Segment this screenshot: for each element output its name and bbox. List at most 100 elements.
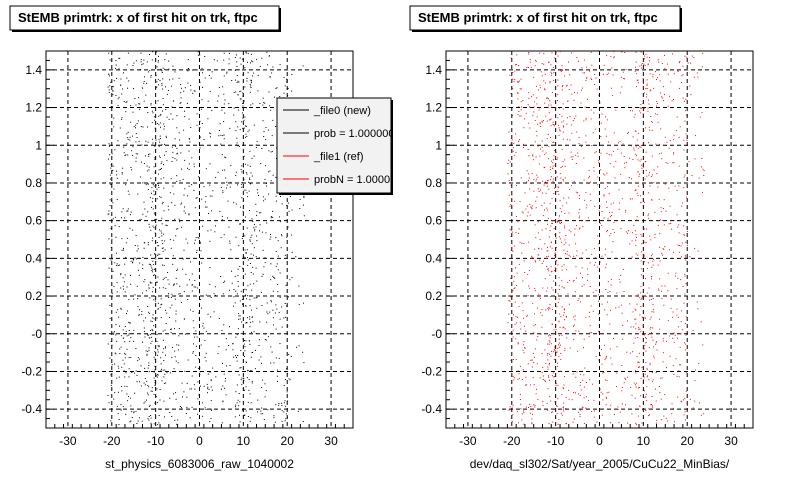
data-point <box>661 377 663 379</box>
data-point <box>539 377 541 379</box>
data-point <box>160 196 162 198</box>
data-point <box>520 403 522 405</box>
data-point <box>239 318 241 320</box>
data-point <box>606 119 608 121</box>
data-point <box>546 182 548 183</box>
data-point <box>648 287 650 289</box>
data-point <box>210 229 212 231</box>
data-point <box>544 89 546 91</box>
data-point <box>121 238 123 240</box>
data-point <box>144 384 146 386</box>
data-point <box>268 171 270 173</box>
data-point <box>161 84 163 86</box>
data-point <box>172 263 174 265</box>
data-point <box>649 185 651 187</box>
data-point <box>558 69 559 71</box>
data-point <box>124 326 126 327</box>
data-point <box>684 342 685 344</box>
data-point <box>246 249 248 251</box>
data-point <box>265 390 267 392</box>
data-point <box>223 373 225 375</box>
data-point <box>583 423 585 424</box>
data-point <box>130 356 132 358</box>
data-point <box>677 244 679 246</box>
data-point <box>667 319 669 321</box>
data-point <box>641 64 642 66</box>
data-point <box>645 127 646 129</box>
data-point <box>535 85 537 87</box>
data-point <box>137 245 139 247</box>
data-point <box>240 290 242 292</box>
data-point <box>136 123 138 125</box>
data-point <box>634 295 636 297</box>
chart-title: StEMB primtrk: x of first hit on trk, ft… <box>18 10 258 25</box>
data-point <box>691 175 693 176</box>
data-point <box>251 157 253 159</box>
data-point <box>541 314 543 316</box>
data-point <box>509 161 511 163</box>
data-point <box>701 66 703 68</box>
data-point <box>262 273 264 275</box>
data-point <box>122 285 124 287</box>
data-point <box>539 238 541 240</box>
data-point <box>561 269 563 271</box>
data-point <box>524 325 525 327</box>
data-point <box>659 328 661 330</box>
data-point <box>630 110 631 112</box>
data-point <box>162 98 164 99</box>
data-point <box>636 139 638 141</box>
data-point <box>635 189 637 191</box>
data-point <box>143 281 145 283</box>
data-point <box>110 259 112 261</box>
data-point <box>128 368 130 370</box>
data-point <box>698 177 700 179</box>
data-point <box>154 383 156 385</box>
data-point <box>598 162 600 164</box>
data-point <box>560 358 562 360</box>
data-point <box>242 236 244 237</box>
data-point <box>547 287 549 289</box>
data-point <box>298 285 300 287</box>
data-point <box>622 143 624 145</box>
data-point <box>251 234 253 236</box>
data-point <box>667 162 669 164</box>
data-point <box>230 165 232 167</box>
data-point <box>281 410 283 412</box>
data-point <box>187 59 189 61</box>
data-point <box>197 398 199 400</box>
data-point <box>149 297 151 299</box>
data-point <box>129 136 131 138</box>
data-point <box>521 413 523 415</box>
data-point <box>156 317 158 319</box>
data-point <box>165 287 167 289</box>
data-point <box>681 81 682 83</box>
data-point <box>552 178 554 180</box>
data-point <box>570 84 572 86</box>
data-point <box>551 223 553 224</box>
data-point <box>514 287 516 289</box>
data-point <box>657 220 659 222</box>
data-point <box>566 269 568 271</box>
data-point <box>132 259 134 261</box>
data-point <box>157 424 159 426</box>
data-point <box>241 377 243 379</box>
data-point <box>251 243 253 245</box>
data-point <box>176 344 178 346</box>
data-point <box>613 56 615 58</box>
data-point <box>245 172 247 174</box>
data-point <box>189 417 191 419</box>
data-point <box>251 309 252 311</box>
data-point <box>641 298 643 300</box>
data-point <box>564 227 565 229</box>
data-point <box>522 349 524 351</box>
data-point <box>148 365 150 367</box>
data-point <box>577 152 579 154</box>
data-point <box>228 226 230 228</box>
data-point <box>132 65 134 66</box>
data-point <box>152 264 154 266</box>
data-point <box>255 226 257 228</box>
data-point <box>566 337 568 339</box>
data-point <box>119 348 121 350</box>
data-point <box>573 418 575 420</box>
data-point <box>134 294 136 296</box>
